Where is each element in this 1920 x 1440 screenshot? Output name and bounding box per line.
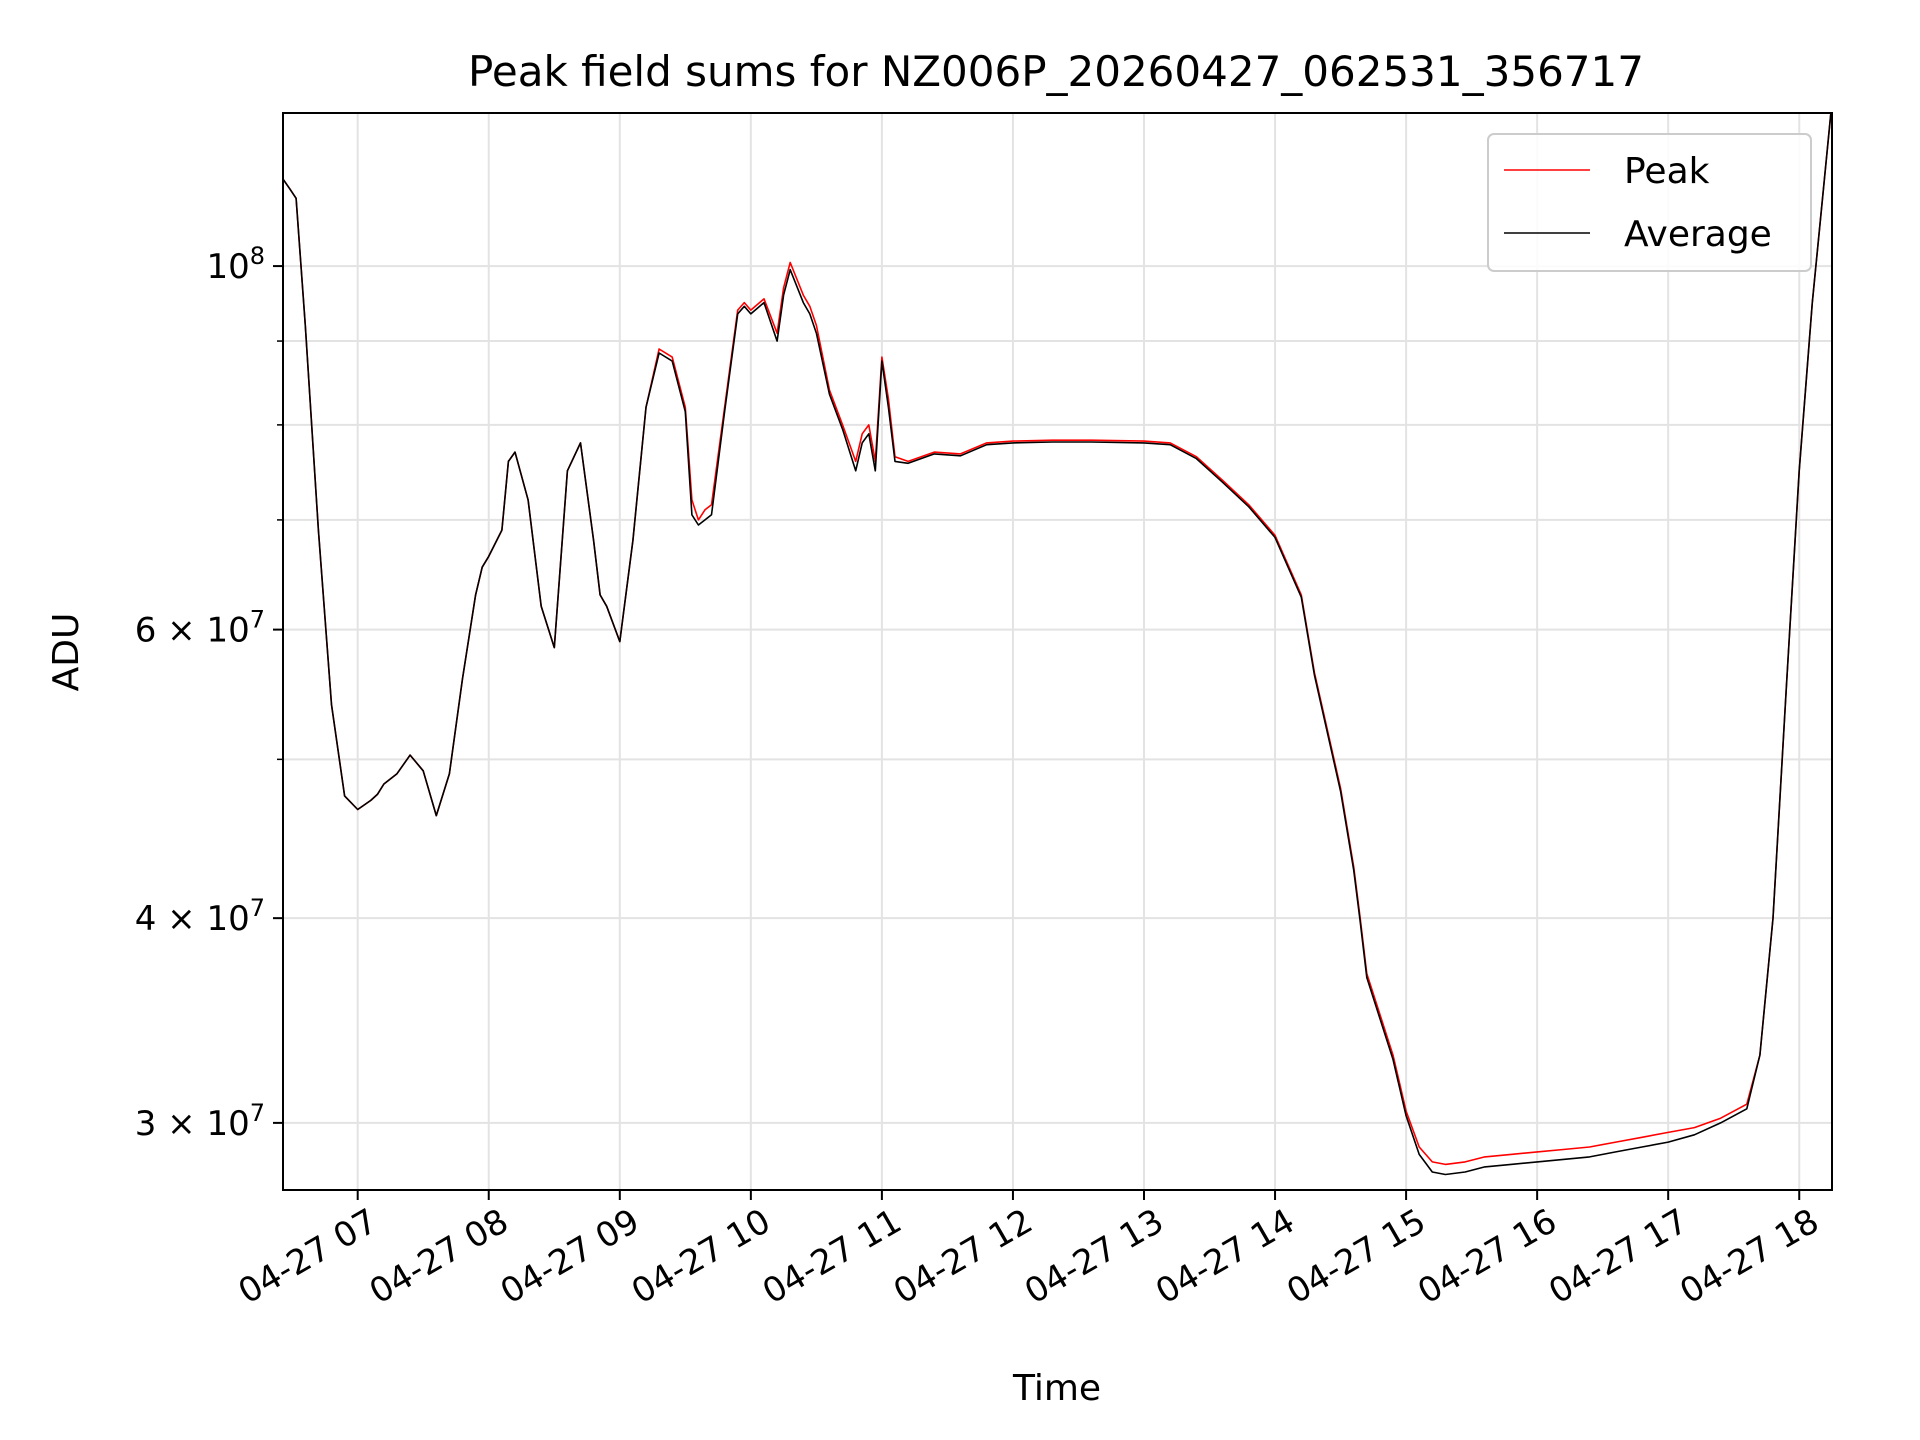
series-line-average — [283, 113, 1832, 1176]
y-tick-label: 6 × 107 — [135, 606, 265, 651]
legend-label-peak: Peak — [1624, 151, 1710, 192]
x-axis-label: Time — [1012, 1368, 1101, 1409]
chart-title: Peak field sums for NZ006P_20260427_0625… — [468, 47, 1644, 96]
y-tick-label: 4 × 107 — [135, 894, 265, 939]
plot-frame — [282, 112, 1833, 1191]
y-axis-ticks: 108 6 × 107 4 × 107 3 × 107 — [135, 242, 283, 1144]
y-tick-label: 3 × 107 — [135, 1099, 265, 1144]
series-layer — [283, 113, 1832, 1176]
y-axis-label: ADU — [46, 613, 87, 692]
legend-label-average: Average — [1624, 214, 1772, 255]
legend-box — [1487, 133, 1812, 272]
grid — [283, 113, 1832, 1190]
legend: Peak Average — [1487, 133, 1812, 272]
y-tick-label: 108 — [206, 242, 265, 287]
